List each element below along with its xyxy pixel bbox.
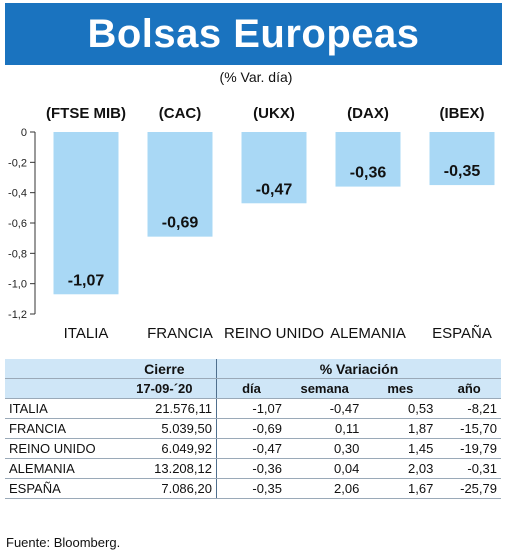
chart-subtitle: (% Var. día) bbox=[219, 69, 293, 85]
index-label: (CAC) bbox=[159, 105, 202, 122]
index-label: (UKX) bbox=[253, 105, 295, 122]
bar-chart: 0 -0,2 -0,4 -0,6 -0,8 -1,0 -1,2 -1,07 (FTSE MIB)… bbox=[8, 105, 495, 342]
header-variacion: % Variación bbox=[216, 359, 501, 379]
header-mes: mes bbox=[363, 378, 438, 399]
category-label: FRANCIA bbox=[147, 325, 213, 342]
category-label: ITALIA bbox=[64, 325, 109, 342]
value-cell: -0,31 bbox=[437, 458, 501, 479]
bar bbox=[429, 132, 495, 186]
data-label: -0,35 bbox=[444, 163, 481, 180]
value-cell: 0,11 bbox=[286, 418, 364, 439]
table-row: ITALIA 21.576,11 -1,07 -0,47 0,53 -8,21 bbox=[5, 398, 501, 419]
table-row: ALEMANIA 13.208,12 -0,36 0,04 2,03 -0,31 bbox=[5, 458, 501, 479]
value-cell: 7.086,20 bbox=[112, 478, 217, 499]
category-label: ALEMANIA bbox=[330, 325, 406, 342]
value-cell: -0,47 bbox=[286, 398, 364, 419]
value-cell: 0,30 bbox=[286, 438, 364, 459]
quotes-table: Cierre % Variación 17-09-´20 día semana … bbox=[5, 359, 501, 499]
header-cierre: Cierre bbox=[112, 359, 217, 379]
country-cell: ESPAÑA bbox=[5, 478, 113, 499]
header-semana: semana bbox=[286, 378, 364, 399]
bar bbox=[147, 132, 213, 237]
country-cell: REINO UNIDO bbox=[5, 438, 113, 459]
header-dia: día bbox=[216, 378, 286, 399]
y-tick-label: -1,2 bbox=[8, 309, 27, 321]
value-cell: 5.039,50 bbox=[112, 418, 217, 439]
title-banner: Bolsas Europeas bbox=[5, 3, 502, 65]
source-note: Fuente: Bloomberg. bbox=[6, 535, 121, 550]
value-cell: -8,21 bbox=[437, 398, 501, 419]
table-header-row-2: 17-09-´20 día semana mes año bbox=[5, 378, 501, 399]
header-ano: año bbox=[437, 378, 501, 399]
value-cell: -15,70 bbox=[437, 418, 501, 439]
data-label: -0,47 bbox=[256, 181, 293, 198]
value-cell: 21.576,11 bbox=[112, 398, 217, 419]
index-label: (FTSE MIB) bbox=[46, 105, 126, 122]
country-cell: FRANCIA bbox=[5, 418, 113, 439]
category-label: REINO UNIDO bbox=[224, 325, 324, 342]
value-cell: 1,67 bbox=[363, 478, 438, 499]
value-cell: 0,04 bbox=[286, 458, 364, 479]
value-cell: 2,06 bbox=[286, 478, 364, 499]
bar bbox=[53, 132, 119, 295]
y-tick-label: -0,2 bbox=[8, 157, 27, 169]
value-cell: 0,53 bbox=[363, 398, 438, 419]
header-empty-cell-2 bbox=[5, 378, 113, 399]
y-tick-label: -0,4 bbox=[8, 188, 27, 200]
header-date: 17-09-´20 bbox=[112, 378, 217, 399]
bar bbox=[335, 132, 401, 187]
value-cell: -1,07 bbox=[216, 398, 286, 419]
value-cell: 1,87 bbox=[363, 418, 438, 439]
header-empty-cell bbox=[5, 359, 113, 379]
y-tick-label: 0 bbox=[21, 127, 27, 139]
category-label: ESPAÑA bbox=[432, 325, 492, 342]
value-cell: -25,79 bbox=[437, 478, 501, 499]
data-label: -0,69 bbox=[162, 215, 199, 232]
value-cell: -0,47 bbox=[216, 438, 286, 459]
value-cell: 13.208,12 bbox=[112, 458, 217, 479]
value-cell: -19,79 bbox=[437, 438, 501, 459]
table-row: ESPAÑA 7.086,20 -0,35 2,06 1,67 -25,79 bbox=[5, 478, 501, 499]
data-label: -0,36 bbox=[350, 165, 387, 182]
index-label: (DAX) bbox=[347, 105, 389, 122]
index-label: (IBEX) bbox=[440, 105, 485, 122]
y-tick-label: -0,6 bbox=[8, 218, 27, 230]
table-row: REINO UNIDO 6.049,92 -0,47 0,30 1,45 -19,79 bbox=[5, 438, 501, 459]
bar bbox=[241, 132, 307, 204]
value-cell: 2,03 bbox=[363, 458, 438, 479]
table-header-row-1: Cierre % Variación bbox=[5, 359, 501, 379]
value-cell: -0,36 bbox=[216, 458, 286, 479]
value-cell: -0,35 bbox=[216, 478, 286, 499]
table-row: FRANCIA 5.039,50 -0,69 0,11 1,87 -15,70 bbox=[5, 418, 501, 439]
y-tick-label: -0,8 bbox=[8, 248, 27, 260]
country-cell: ITALIA bbox=[5, 398, 113, 419]
value-cell: -0,69 bbox=[216, 418, 286, 439]
value-cell: 6.049,92 bbox=[112, 438, 217, 459]
table-body: ITALIA 21.576,11 -1,07 -0,47 0,53 -8,21 FRANCI… bbox=[5, 398, 501, 499]
y-tick-label: -1,0 bbox=[8, 279, 27, 291]
country-cell: ALEMANIA bbox=[5, 458, 113, 479]
value-cell: 1,45 bbox=[363, 438, 438, 459]
data-label: -1,07 bbox=[68, 272, 105, 289]
chart-title: Bolsas Europeas bbox=[87, 11, 420, 56]
